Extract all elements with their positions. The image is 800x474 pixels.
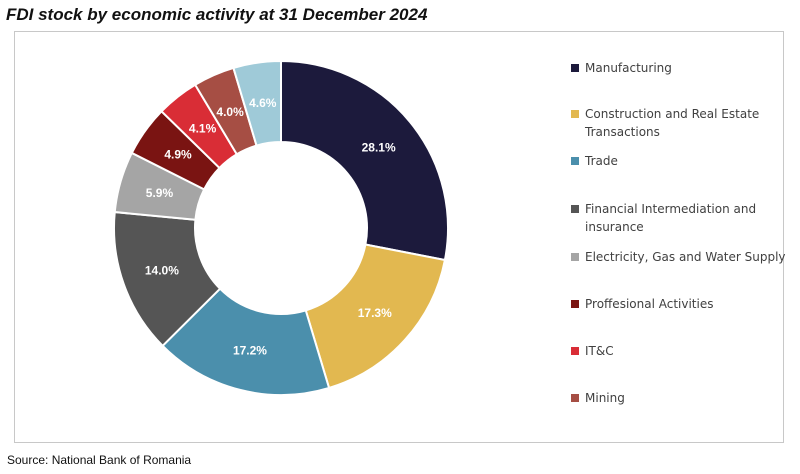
legend-item: Financial Intermediation and insurance bbox=[571, 200, 791, 236]
legend-swatch bbox=[571, 300, 579, 308]
legend-item: Proffesional Activities bbox=[571, 295, 791, 313]
slice-data-label: 28.1% bbox=[362, 141, 396, 155]
legend-swatch bbox=[571, 110, 579, 118]
legend-label: Electricity, Gas and Water Supply bbox=[585, 250, 786, 264]
legend-label: Construction and Real Estate Transaction… bbox=[585, 107, 760, 139]
legend-swatch bbox=[571, 347, 579, 355]
legend-item: Mining bbox=[571, 389, 791, 407]
legend-swatch bbox=[571, 394, 579, 402]
legend-label: IT&C bbox=[585, 344, 614, 358]
slice-data-label: 4.6% bbox=[249, 96, 277, 110]
slice-data-label: 4.1% bbox=[189, 122, 217, 136]
legend-item: Construction and Real Estate Transaction… bbox=[571, 105, 791, 141]
slice-data-label: 4.9% bbox=[164, 148, 192, 162]
legend-label: Manufacturing bbox=[585, 61, 672, 75]
legend-item: IT&C bbox=[571, 342, 791, 360]
legend-swatch bbox=[571, 157, 579, 165]
chart-legend: Manufacturing Construction and Real Estat… bbox=[571, 32, 800, 444]
donut-slice bbox=[280, 59, 449, 262]
donut-chart: 28.1% 17.3% 17.2% 14.0% 5.9% 4.9% 4.1% 4.0% 4.6% bbox=[113, 59, 449, 396]
legend-label: Proffesional Activities bbox=[585, 297, 714, 311]
legend-swatch bbox=[571, 205, 579, 213]
slice-data-label: 17.2% bbox=[233, 344, 267, 358]
legend-item: Trade bbox=[571, 152, 791, 170]
legend-item: Electricity, Gas and Water Supply bbox=[571, 248, 791, 266]
source-note: Source: National Bank of Romania bbox=[7, 453, 192, 467]
chart-area: 28.1% 17.3% 17.2% 14.0% 5.9% 4.9% 4.1% 4.0% 4.6%… bbox=[14, 31, 786, 443]
legend-item: Manufacturing bbox=[571, 59, 791, 77]
legend-swatch bbox=[571, 64, 579, 72]
slice-data-label: 14.0% bbox=[145, 264, 179, 278]
slice-data-label: 17.3% bbox=[358, 306, 392, 320]
slice-data-label: 5.9% bbox=[146, 186, 174, 200]
legend-label: Financial Intermediation and insurance bbox=[585, 202, 757, 234]
chart-title: FDI stock by economic activity at 31 Dec… bbox=[6, 5, 428, 24]
donut-slice bbox=[232, 59, 282, 147]
legend-label: Mining bbox=[585, 391, 625, 405]
legend-label: Trade bbox=[585, 154, 618, 168]
slice-data-label: 4.0% bbox=[216, 105, 244, 119]
legend-swatch bbox=[571, 253, 579, 261]
